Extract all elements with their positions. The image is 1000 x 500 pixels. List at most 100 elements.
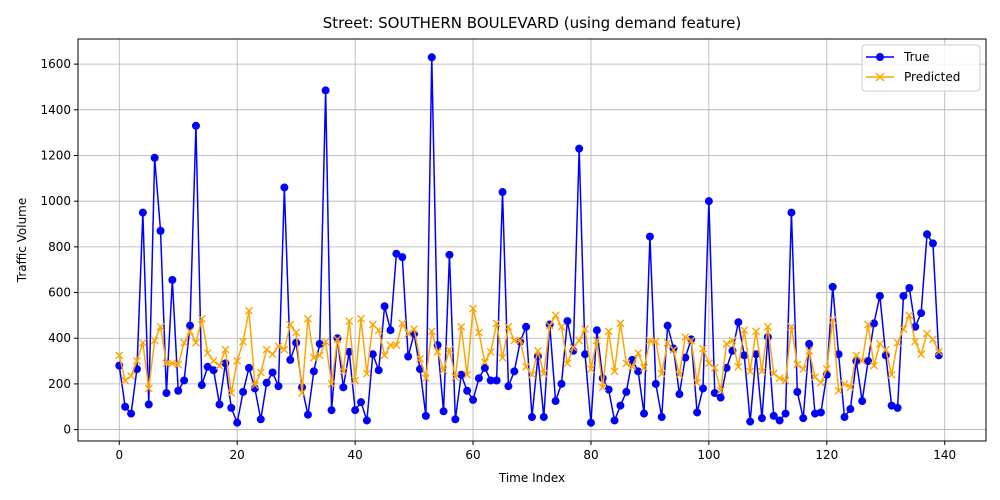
data-point-true	[787, 208, 796, 217]
data-point-predicted	[244, 306, 253, 315]
y-tick-label: 1000	[40, 194, 71, 208]
data-point-predicted	[492, 319, 501, 328]
data-point-true	[339, 383, 348, 392]
data-point-predicted	[315, 351, 324, 360]
data-point-predicted	[693, 378, 702, 387]
data-point-predicted	[834, 386, 843, 395]
data-point-true	[209, 366, 218, 375]
data-point-predicted	[816, 378, 825, 387]
data-point-true	[681, 353, 690, 362]
data-point-predicted	[162, 359, 171, 368]
data-point-predicted	[262, 345, 271, 354]
data-point-predicted	[351, 376, 360, 385]
data-point-true	[327, 406, 336, 415]
data-point-true	[828, 282, 837, 291]
data-point-predicted	[256, 368, 265, 377]
data-point-true	[321, 86, 330, 95]
data-point-true	[640, 409, 649, 418]
data-point-predicted	[451, 373, 460, 382]
data-point-predicted	[115, 351, 124, 360]
x-tick-label: 120	[815, 448, 838, 462]
data-point-true	[899, 291, 908, 300]
data-point-true	[121, 402, 130, 411]
data-point-true	[917, 309, 926, 318]
data-point-true	[551, 397, 560, 406]
data-point-predicted	[622, 359, 631, 368]
data-point-true	[374, 366, 383, 375]
data-point-predicted	[539, 369, 548, 378]
data-point-predicted	[598, 383, 607, 392]
data-point-true	[557, 379, 566, 388]
plot-frame	[77, 38, 987, 442]
data-point-predicted	[828, 315, 837, 324]
data-point-true	[227, 403, 236, 412]
data-point-predicted	[327, 379, 336, 388]
data-point-true	[875, 291, 884, 300]
data-point-predicted	[421, 374, 430, 383]
data-point-predicted	[805, 346, 814, 355]
data-point-true	[392, 249, 401, 258]
data-point-true	[622, 387, 631, 396]
data-point-predicted	[321, 337, 330, 346]
data-point-predicted	[457, 322, 466, 331]
data-point-predicted	[339, 367, 348, 376]
data-point-true	[398, 253, 407, 262]
data-point-predicted	[769, 369, 778, 378]
data-point-true	[663, 321, 672, 330]
y-axis: 0 200 400 600 800 1000 1200 1400 1600	[40, 57, 78, 437]
data-point-predicted	[887, 370, 896, 379]
data-point-true	[698, 384, 707, 393]
data-point-predicted	[215, 361, 224, 370]
data-point-true	[563, 317, 572, 326]
data-point-predicted	[846, 383, 855, 392]
data-point-predicted	[675, 370, 684, 379]
data-point-predicted	[486, 347, 495, 356]
data-point-predicted	[640, 363, 649, 372]
data-point-predicted	[427, 327, 436, 336]
data-point-predicted	[463, 370, 472, 379]
data-point-predicted	[757, 367, 766, 376]
data-point-predicted	[528, 370, 536, 379]
data-point-true	[528, 413, 536, 422]
x-tick-label: 80	[583, 448, 598, 462]
data-point-true	[156, 226, 165, 235]
data-point-predicted	[522, 362, 531, 371]
data-point-predicted	[180, 338, 189, 347]
data-point-true	[734, 318, 743, 327]
data-point-true	[704, 197, 713, 206]
data-point-true	[775, 416, 784, 425]
data-point-true	[351, 406, 360, 415]
data-point-true	[687, 335, 696, 344]
data-point-predicted	[156, 322, 165, 331]
data-point-true	[846, 405, 855, 414]
data-point-true	[439, 407, 448, 416]
data-point-predicted	[781, 376, 790, 385]
data-point-predicted	[752, 327, 761, 336]
data-point-predicted	[439, 366, 448, 375]
chart-title: Street: SOUTHERN BOULEVARD (using demand…	[323, 14, 741, 32]
data-point-predicted	[127, 371, 136, 380]
data-point-true	[504, 382, 513, 391]
data-point-predicted	[144, 384, 153, 393]
data-point-predicted	[469, 304, 478, 313]
legend-label-predicted: Predicted	[904, 70, 960, 84]
data-point-predicted	[928, 335, 937, 344]
data-point-predicted	[533, 346, 542, 355]
data-point-predicted	[681, 333, 690, 342]
data-point-predicted	[191, 338, 200, 347]
data-point-true	[746, 417, 755, 426]
data-point-true	[575, 144, 584, 153]
data-point-true	[869, 319, 878, 328]
data-point-predicted	[793, 360, 802, 369]
data-point-predicted	[292, 328, 301, 337]
data-point-true	[834, 350, 843, 359]
data-point-true	[522, 322, 531, 331]
data-point-true	[309, 367, 318, 376]
data-point-predicted	[651, 337, 660, 346]
data-point-true	[474, 374, 483, 383]
data-point-true	[427, 53, 436, 62]
x-axis: 0 20 40 60 80 100 120 140	[115, 441, 956, 462]
data-point-true	[138, 208, 147, 217]
data-point-true	[256, 415, 265, 424]
